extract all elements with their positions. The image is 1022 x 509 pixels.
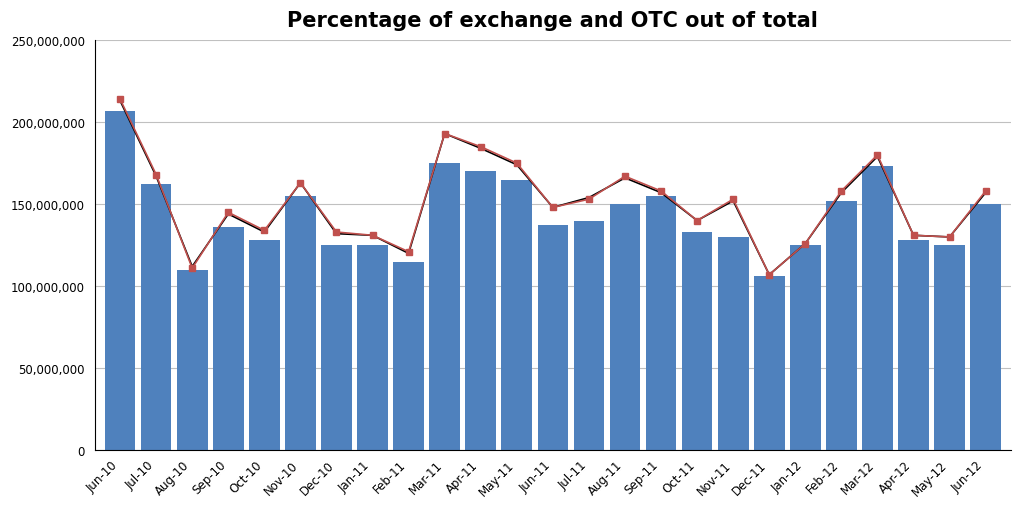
Bar [934,246,965,450]
Bar [573,221,604,450]
Bar [754,277,785,450]
Bar [177,270,207,450]
Bar [538,226,568,450]
Bar [393,262,424,450]
Bar [502,180,532,450]
Bar [213,228,243,450]
Bar [249,241,280,450]
Bar [970,205,1001,450]
Bar [682,233,712,450]
Bar [358,246,388,450]
Bar [465,172,496,450]
Bar [898,241,929,450]
Bar [863,167,893,450]
Bar [717,238,748,450]
Title: Percentage of exchange and OTC out of total: Percentage of exchange and OTC out of to… [287,11,819,31]
Bar [321,246,352,450]
Bar [285,196,316,450]
Bar [826,202,856,450]
Bar [610,205,641,450]
Bar [429,164,460,450]
Bar [141,185,172,450]
Bar [790,246,821,450]
Bar [646,196,677,450]
Bar [104,111,135,450]
